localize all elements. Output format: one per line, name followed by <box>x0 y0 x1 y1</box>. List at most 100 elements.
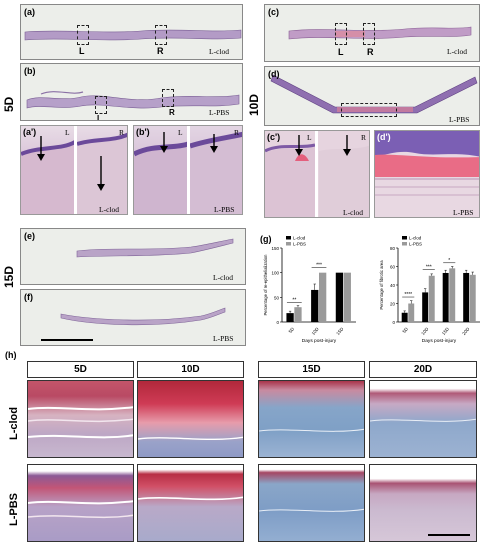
bar <box>449 268 456 322</box>
legend-label: L-clod <box>409 235 422 240</box>
bar <box>463 272 470 322</box>
region-box-right <box>162 89 174 107</box>
panel-a-section <box>24 29 242 41</box>
panel-c-prime: (c') L R L-clod <box>264 130 370 218</box>
row-label-clod: L-clod <box>8 407 20 440</box>
marker-right: R <box>367 47 374 57</box>
trichrome-clod-20d <box>369 380 477 458</box>
bar <box>401 312 408 322</box>
panel-c-prime-label: (c') <box>267 132 281 142</box>
condition-label: L-PBS <box>453 208 474 217</box>
panel-c: (c) L R L-clod <box>264 4 480 62</box>
panel-c-label: (c) <box>268 7 279 17</box>
divider <box>187 126 190 214</box>
significance-label: *** <box>316 263 322 269</box>
condition-label: L-PBS <box>214 205 235 214</box>
row-label-pbs: L-PBS <box>8 493 20 526</box>
panel-e-section <box>76 238 234 258</box>
x-tick-label: 10D <box>311 326 321 336</box>
trichrome-pbs-20d <box>369 464 477 542</box>
panel-f-label: (f) <box>24 292 33 302</box>
panel-d-section <box>270 74 478 114</box>
y-tick-label: 60 <box>390 265 396 270</box>
bar <box>311 289 319 322</box>
region-box-right <box>155 25 167 45</box>
marker-left: L <box>178 128 183 137</box>
legend-label: L-PBS <box>293 241 306 246</box>
bar <box>343 272 351 322</box>
condition-label: L-clod <box>213 273 233 282</box>
x-tick-label: 5D <box>401 326 409 334</box>
trichrome-clod-10d <box>137 380 244 458</box>
panel-a-prime: (a') L R L-clod <box>20 125 128 215</box>
x-tick-label: 15D <box>335 326 345 336</box>
panel-d-prime-label: (d') <box>377 132 391 142</box>
marker-right: R <box>234 128 240 137</box>
marker-left: L <box>65 128 70 137</box>
condition-label: L-PBS <box>209 108 230 117</box>
legend-swatch <box>402 242 407 246</box>
condition-label: L-clod <box>99 205 119 214</box>
region-box-left <box>335 23 347 45</box>
y-axis-title: Percentage of re-epithelialization <box>263 254 268 316</box>
region-box <box>341 103 397 117</box>
legend-swatch <box>286 236 291 240</box>
panel-f-section <box>41 307 226 341</box>
trichrome-clod-15d <box>258 380 365 458</box>
x-tick-label: 5D <box>288 326 296 334</box>
y-tick-label: 100 <box>271 271 279 276</box>
significance-label: *** <box>426 264 432 270</box>
legend-swatch <box>286 242 291 246</box>
condition-label: L-PBS <box>449 115 470 124</box>
group-label-5d: 5D <box>2 96 16 112</box>
x-tick-label: 20D <box>461 326 471 336</box>
bar <box>335 272 344 322</box>
bar <box>469 274 476 322</box>
column-header-5d: 5D <box>27 361 134 378</box>
divider <box>315 131 318 217</box>
panel-f: (f) L-PBS <box>20 289 246 346</box>
panel-d-label: (d) <box>268 69 280 79</box>
bar <box>422 292 429 322</box>
panel-b-prime-label: (b') <box>136 127 150 137</box>
group-label-10d: 10D <box>247 93 261 116</box>
marker-right: R <box>119 128 125 137</box>
column-header-10d: 10D <box>137 361 244 378</box>
bar <box>294 307 302 322</box>
y-tick-label: 50 <box>274 295 280 300</box>
condition-label: L-clod <box>447 47 467 56</box>
panel-a-label: (a) <box>24 7 35 17</box>
region-box-left <box>95 96 107 114</box>
y-tick-label: 80 <box>390 246 396 251</box>
trichrome-clod-5d <box>27 380 134 458</box>
legend-swatch <box>402 236 407 240</box>
column-header-20d: 20D <box>369 361 477 378</box>
significance-label: * <box>448 258 450 264</box>
region-box-right <box>363 23 375 45</box>
bar <box>442 272 449 322</box>
panel-c-section <box>288 26 472 40</box>
bar <box>319 272 327 322</box>
panel-b: (b) L R L-PBS <box>20 63 243 121</box>
panel-d: (d) L-PBS <box>264 66 480 126</box>
x-axis-title: Days post-injury <box>422 338 457 344</box>
panel-b-prime-image <box>134 131 242 214</box>
y-tick-label: 150 <box>271 246 279 251</box>
y-tick-label: 0 <box>276 320 279 325</box>
condition-label: L-clod <box>209 47 229 56</box>
group-label-15d: 15D <box>2 265 16 288</box>
significance-label: **** <box>404 292 412 298</box>
bar <box>408 303 415 322</box>
panel-e: (e) L-clod <box>20 228 246 285</box>
panel-e-label: (e) <box>24 231 35 241</box>
marker-right: R <box>169 108 175 117</box>
y-axis-title: Percentage of fibrotic area <box>379 260 384 310</box>
column-header-15d: 15D <box>258 361 365 378</box>
marker-right: R <box>157 46 164 56</box>
x-tick-label: 10D <box>420 326 430 336</box>
significance-label: ** <box>292 297 296 303</box>
condition-label: L-PBS <box>213 334 234 343</box>
y-tick-label: 0 <box>392 320 395 325</box>
panel-d-prime: (d') L-PBS <box>374 130 480 218</box>
y-tick-label: 40 <box>390 283 396 288</box>
